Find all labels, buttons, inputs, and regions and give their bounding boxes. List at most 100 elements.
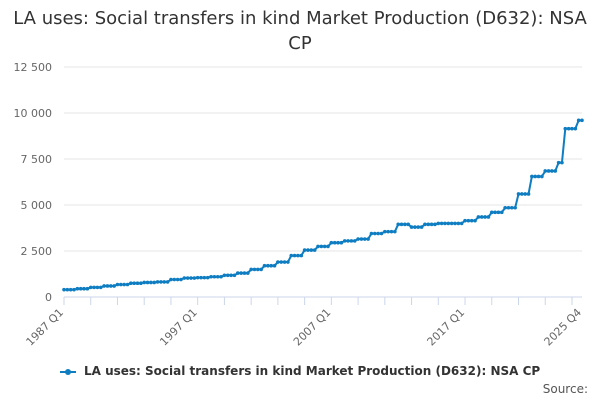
- data-point: [443, 221, 447, 226]
- data-point: [543, 169, 548, 173]
- data-point: [516, 192, 521, 196]
- data-point: [426, 222, 431, 227]
- data-point: [135, 281, 140, 286]
- data-point: [496, 210, 501, 215]
- data-point: [122, 282, 126, 287]
- data-point: [520, 192, 524, 196]
- data-point: [570, 126, 574, 131]
- data-point: [436, 221, 441, 226]
- data-point: [289, 253, 294, 258]
- data-point: [132, 281, 136, 286]
- data-point: [222, 273, 227, 278]
- data-point: [453, 221, 457, 226]
- legend[interactable]: LA uses: Social transfers in kind Market…: [0, 364, 600, 378]
- data-point: [266, 263, 270, 268]
- data-point: [68, 287, 73, 292]
- data-point: [489, 210, 494, 215]
- data-point: [546, 169, 551, 173]
- data-point: [580, 118, 584, 123]
- data-point: [342, 239, 347, 243]
- data-point: [182, 276, 187, 280]
- data-point: [242, 271, 247, 275]
- data-point: [376, 231, 380, 236]
- source-credit[interactable]: Source:: [542, 382, 588, 396]
- data-point: [563, 126, 568, 131]
- data-point: [486, 215, 491, 219]
- data-point: [379, 231, 384, 236]
- data-point: [506, 205, 511, 210]
- data-point: [540, 174, 544, 179]
- data-point: [419, 225, 424, 229]
- data-point: [446, 221, 451, 226]
- data-point: [329, 240, 334, 245]
- data-point: [189, 276, 193, 280]
- data-point: [192, 276, 197, 280]
- data-point: [499, 210, 504, 215]
- data-point: [346, 239, 350, 243]
- data-point: [503, 205, 507, 210]
- data-point: [165, 280, 170, 284]
- data-point: [459, 221, 464, 226]
- data-point: [139, 281, 143, 286]
- data-point: [396, 222, 400, 227]
- data-point: [159, 280, 163, 284]
- data-point: [112, 284, 116, 288]
- data-point: [225, 273, 230, 278]
- data-point: [239, 271, 243, 275]
- data-point: [272, 263, 277, 268]
- data-point: [302, 248, 307, 252]
- data-point: [98, 285, 103, 290]
- data-point: [510, 205, 514, 210]
- data-point: [413, 225, 417, 229]
- data-point: [393, 229, 397, 234]
- x-axis: [63, 296, 582, 305]
- data-point: [279, 260, 284, 264]
- data-point: [232, 273, 237, 278]
- data-point: [309, 248, 314, 252]
- data-point: [530, 174, 534, 179]
- data-point: [185, 276, 190, 280]
- data-point: [533, 174, 538, 179]
- data-point: [172, 277, 177, 282]
- data-point: [78, 286, 83, 291]
- data-point: [560, 160, 564, 165]
- data-point: [352, 239, 357, 243]
- data-point: [175, 277, 180, 282]
- data-point: [286, 260, 290, 264]
- data-point: [65, 287, 70, 292]
- data-point: [336, 240, 340, 245]
- y-tick-label: 2 500: [21, 245, 53, 258]
- data-point: [75, 286, 80, 291]
- x-tick-label: 2007 Q1: [291, 306, 334, 349]
- data-point: [449, 221, 454, 226]
- data-point: [202, 275, 207, 280]
- data-point: [249, 267, 253, 272]
- data-point: [169, 277, 173, 282]
- data-point: [145, 280, 150, 285]
- data-point: [476, 215, 481, 219]
- data-point: [523, 192, 527, 196]
- data-point: [105, 284, 110, 288]
- data-point: [433, 222, 437, 227]
- data-point: [479, 215, 484, 219]
- data-point: [406, 222, 411, 227]
- data-point: [119, 282, 123, 287]
- data-point: [205, 275, 210, 280]
- x-tick-label: 1987 Q1: [24, 306, 67, 349]
- data-point: [526, 192, 531, 196]
- data-point: [108, 284, 113, 288]
- data-point: [262, 263, 267, 268]
- data-point: [296, 253, 300, 258]
- data-point: [246, 271, 250, 275]
- data-point: [356, 237, 360, 241]
- data-point: [179, 277, 183, 282]
- data-point: [409, 225, 414, 229]
- data-point: [195, 275, 200, 280]
- data-point: [259, 267, 263, 272]
- data-point: [456, 221, 461, 226]
- data-point: [332, 240, 337, 245]
- data-point: [256, 267, 260, 272]
- data-point: [423, 222, 427, 227]
- data-point: [292, 253, 297, 258]
- data-point: [129, 281, 133, 286]
